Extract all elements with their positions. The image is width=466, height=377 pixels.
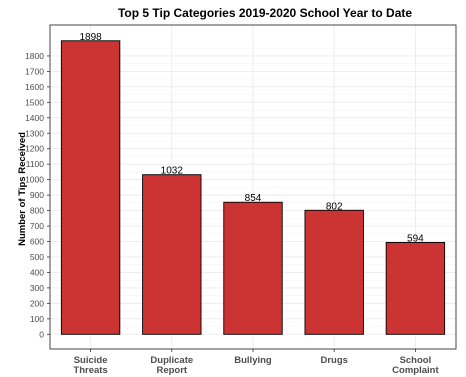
y-tick-label: 1000 xyxy=(25,175,44,185)
data-label: 802 xyxy=(326,201,343,212)
y-tick-label: 0 xyxy=(39,329,44,339)
y-tick-label: 200 xyxy=(30,298,44,308)
x-tick-label: Duplicate Report xyxy=(150,355,193,376)
x-tick-label-line: Complaint xyxy=(392,365,439,376)
y-tick-label: 900 xyxy=(30,190,44,200)
bar xyxy=(142,174,202,335)
x-tick-label: Drugs xyxy=(320,355,347,366)
bar xyxy=(385,241,446,335)
x-tick-label-line: Report xyxy=(156,365,187,376)
chart-title: Top 5 Tip Categories 2019-2020 School Ye… xyxy=(118,6,412,20)
x-tick-label-line: School xyxy=(400,355,432,366)
panel-border xyxy=(49,24,457,350)
bar xyxy=(304,209,364,335)
x-tick-label-line: Bullying xyxy=(234,355,272,366)
y-tick-label: 100 xyxy=(30,314,44,324)
y-tick-label: 1400 xyxy=(25,113,44,123)
x-tick-label-line: Threats xyxy=(73,365,107,376)
y-tick-label: 800 xyxy=(30,206,44,216)
y-tick-label: 1200 xyxy=(25,144,44,154)
y-tick-label: 300 xyxy=(30,283,44,293)
data-label: 1032 xyxy=(161,166,184,177)
x-tick-label: School Complaint xyxy=(392,355,439,376)
y-tick-label: 1800 xyxy=(25,51,44,61)
data-label: 854 xyxy=(245,193,262,204)
data-label: 1898 xyxy=(79,32,102,43)
y-axis-label: Number of Tips Received xyxy=(17,132,28,246)
y-tick-label: 1100 xyxy=(26,159,45,169)
x-tick-label-line: Duplicate xyxy=(150,355,193,366)
y-tick-label: 1600 xyxy=(25,82,44,92)
x-tick-label: Bullying xyxy=(234,355,272,366)
plot-area: 1898 1032 854 802 594 0 100 200 300 400 500 600 700 8… xyxy=(25,24,457,376)
x-tick-label-line: Drugs xyxy=(320,355,347,366)
bar xyxy=(60,40,121,335)
x-tick-label: Suicide Threats xyxy=(73,355,107,376)
y-tick-label: 1500 xyxy=(25,97,44,107)
y-tick-label: 500 xyxy=(30,252,44,262)
x-tick-label-line: Suicide xyxy=(74,355,108,366)
y-tick-label: 1700 xyxy=(25,66,44,76)
y-tick-label: 400 xyxy=(30,267,44,277)
data-label: 594 xyxy=(407,233,424,244)
y-tick-label: 600 xyxy=(30,237,44,247)
bar xyxy=(223,201,283,335)
y-tick-label: 1300 xyxy=(25,128,44,138)
y-tick-label: 700 xyxy=(30,221,44,231)
